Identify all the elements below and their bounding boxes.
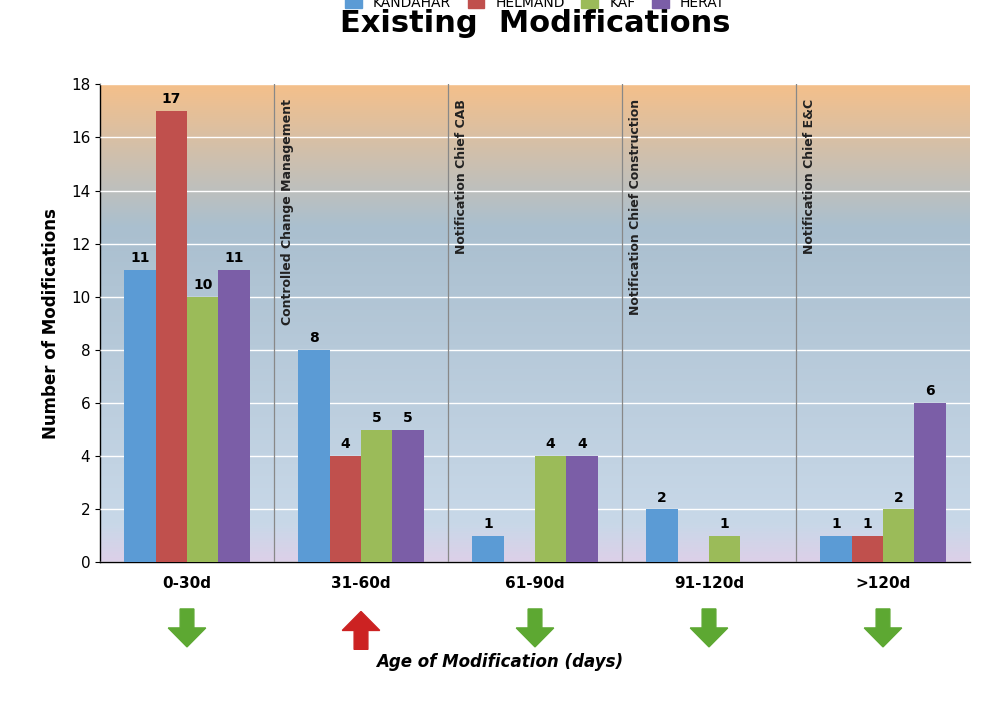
Text: 61-90d: 61-90d [505,576,565,591]
Bar [392,430,424,562]
Bar [330,456,361,562]
Text: 1: 1 [720,517,730,531]
Text: 4: 4 [340,437,350,451]
Text: 10: 10 [193,278,212,292]
Bar [566,456,598,562]
Bar [298,350,330,562]
Text: 11: 11 [224,252,244,266]
Bar [820,536,852,562]
Bar [883,509,914,562]
Text: 0-30d: 0-30d [162,576,212,591]
Text: 17: 17 [162,92,181,106]
Text: 31-60d: 31-60d [331,576,391,591]
Text: 1: 1 [483,517,493,531]
Title: Existing  Modifications: Existing Modifications [340,8,730,37]
Text: 11: 11 [130,252,150,266]
Text: 6: 6 [925,385,935,399]
Bar [646,509,678,562]
FancyArrow shape [342,612,380,650]
Text: >120d: >120d [855,576,911,591]
FancyArrow shape [168,609,206,647]
Text: 91-120d: 91-120d [674,576,744,591]
FancyArrow shape [516,609,554,647]
Text: Notification Chief Construction: Notification Chief Construction [629,98,642,315]
Text: 1: 1 [862,517,872,531]
Bar [709,536,740,562]
Text: 4: 4 [546,437,556,451]
Text: 4: 4 [577,437,587,451]
Text: 5: 5 [403,411,413,425]
Text: 2: 2 [894,491,904,505]
Text: Controlled Change Management: Controlled Change Management [281,98,294,325]
Bar [852,536,883,562]
Text: 8: 8 [309,331,319,345]
Bar [218,270,250,562]
Bar [361,430,392,562]
FancyArrow shape [864,609,902,647]
Bar [472,536,504,562]
Text: Notification Chief E&C: Notification Chief E&C [803,98,816,254]
FancyArrow shape [690,609,728,647]
Bar [535,456,566,562]
Text: Notification Chief CAB: Notification Chief CAB [455,98,468,254]
Y-axis label: Number of Modifications: Number of Modifications [42,208,60,439]
Text: 5: 5 [372,411,382,425]
Text: 2: 2 [657,491,667,505]
Bar [914,403,946,562]
Text: Age of Modification (days): Age of Modification (days) [376,653,624,671]
Bar [187,297,218,562]
Bar [124,270,156,562]
Text: 1: 1 [831,517,841,531]
Legend: KANDAHAR, HELMAND, KAF, HERAT: KANDAHAR, HELMAND, KAF, HERAT [339,0,731,16]
Bar [156,111,187,562]
